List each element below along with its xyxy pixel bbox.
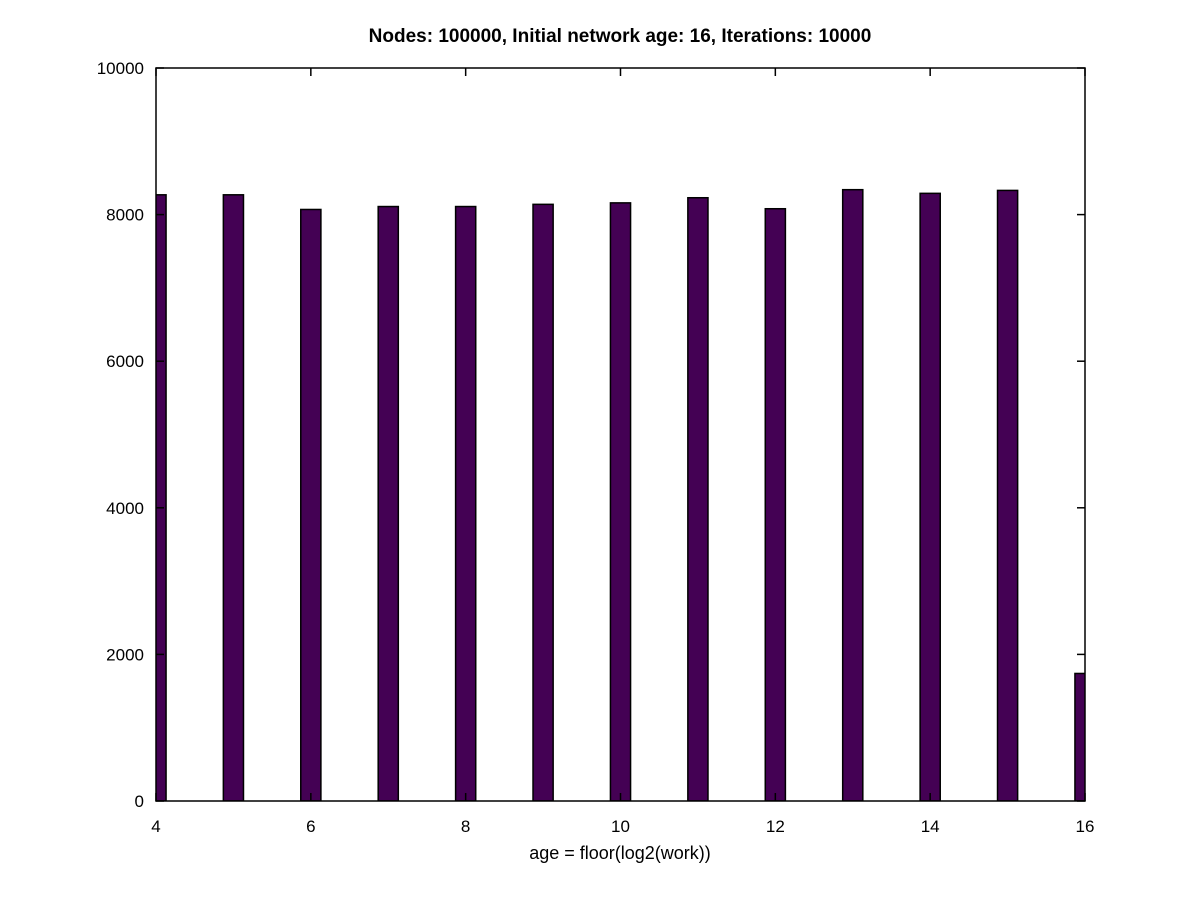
x-tick-label-12: 12	[766, 817, 785, 836]
tick-labels: 4 6 8 10 12 14 16 0 2000 4000 6000 8000 10000	[97, 59, 1095, 836]
bar-age-12	[764, 207, 787, 801]
x-tick-label-16: 16	[1076, 817, 1095, 836]
bar-age-5	[222, 194, 245, 801]
y-tick-label-8000: 8000	[106, 206, 144, 225]
bars-group	[156, 188, 1085, 801]
bar-age-10	[609, 202, 632, 801]
bar-age-7	[377, 205, 400, 801]
x-axis-label: age = floor(log2(work))	[529, 843, 711, 863]
chart-title: Nodes: 100000, Initial network age: 16, …	[369, 26, 872, 47]
bar-age-13	[841, 188, 864, 801]
bar-age-9	[532, 203, 554, 801]
y-tick-label-10000: 10000	[97, 59, 144, 78]
y-tick-label-6000: 6000	[106, 352, 144, 371]
x-tick-label-8: 8	[461, 817, 470, 836]
y-tick-label-0: 0	[135, 792, 144, 811]
bar-age-11	[687, 196, 709, 801]
x-tick-label-10: 10	[611, 817, 630, 836]
bar-age-8	[454, 205, 477, 801]
x-tick-label-14: 14	[921, 817, 940, 836]
x-tick-label-6: 6	[306, 817, 315, 836]
x-tick-label-4: 4	[151, 817, 160, 836]
bar-age-15	[996, 189, 1019, 801]
y-tick-label-4000: 4000	[106, 499, 144, 518]
y-tick-label-2000: 2000	[106, 645, 144, 664]
bar-age-14	[919, 192, 941, 801]
bar-age-6	[300, 208, 322, 801]
axis-ticks	[155, 67, 1086, 802]
